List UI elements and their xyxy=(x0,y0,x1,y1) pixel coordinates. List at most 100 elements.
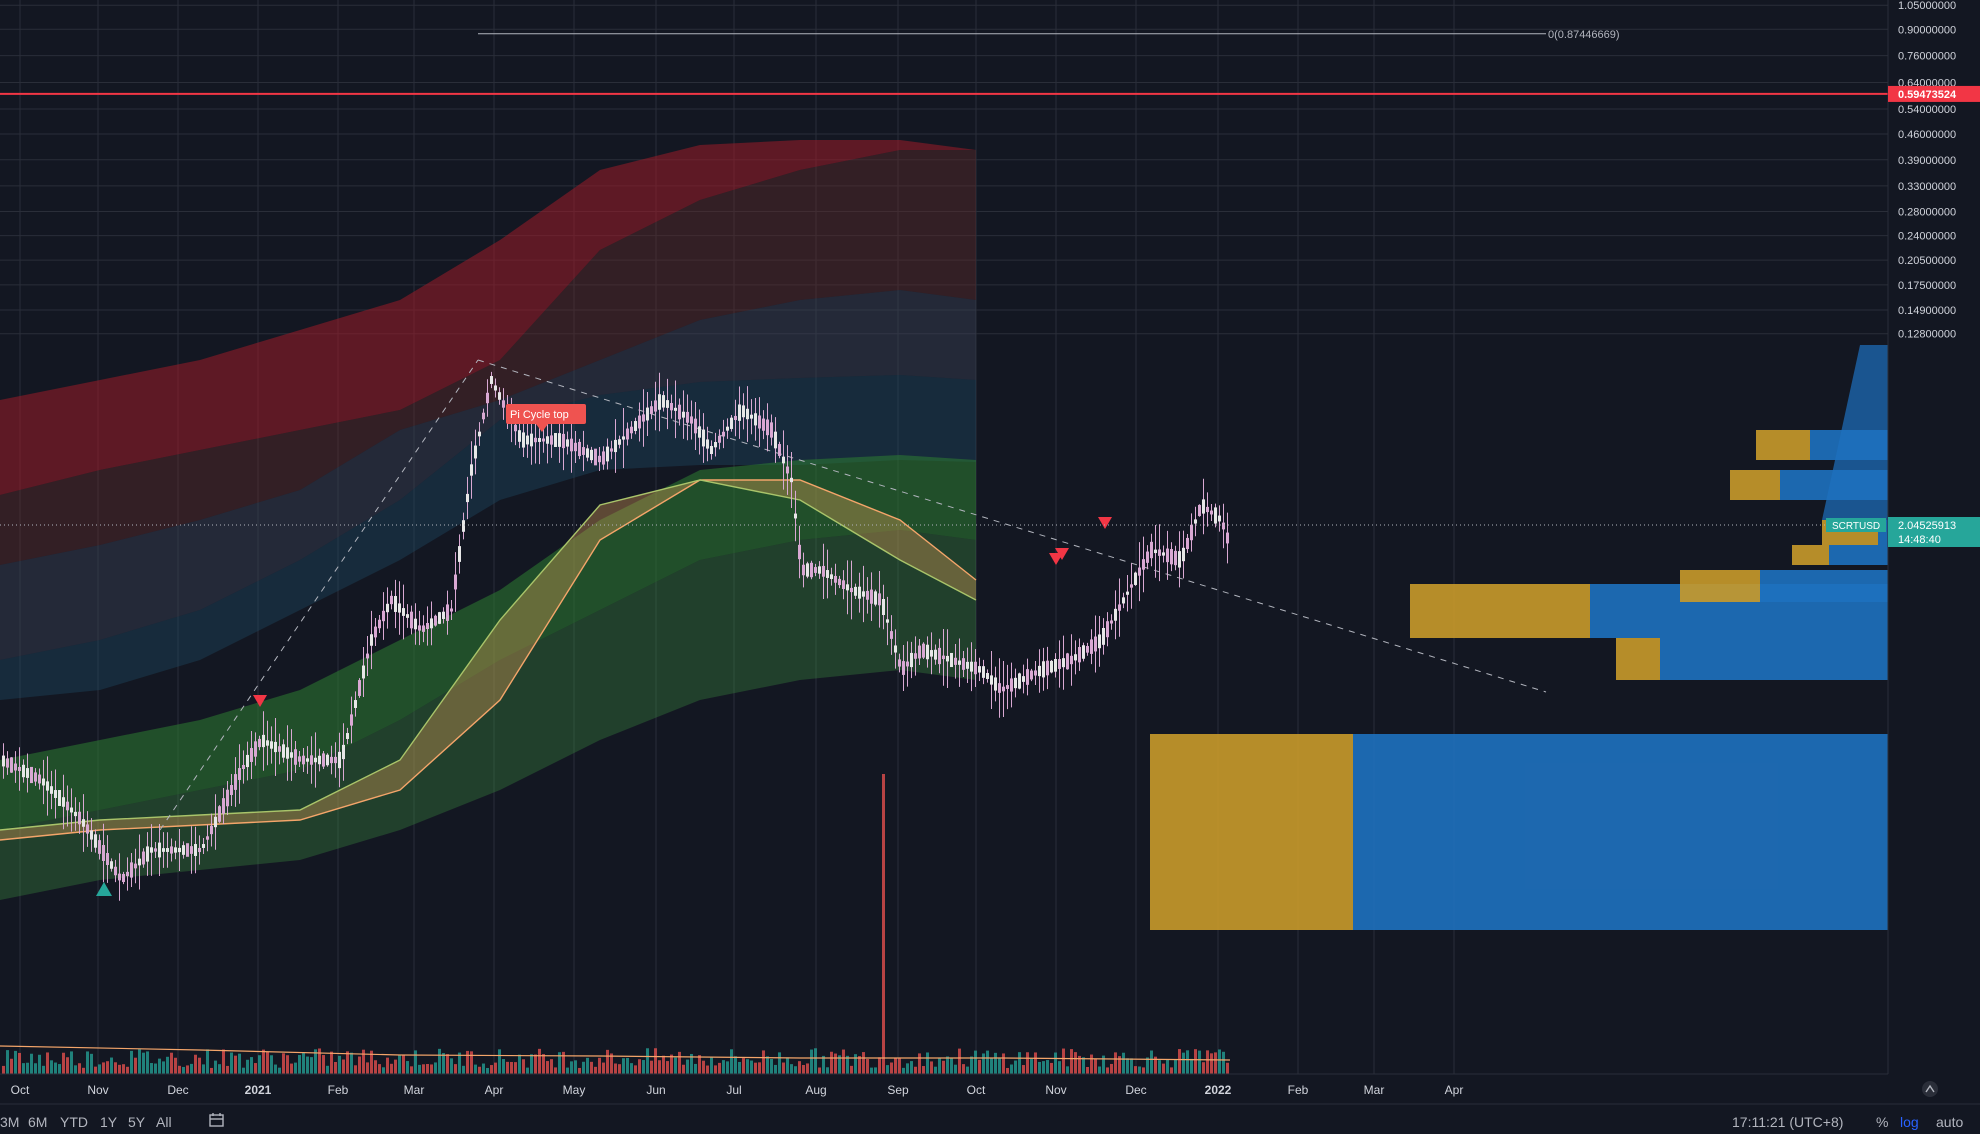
candle-body xyxy=(182,845,185,855)
candle-body xyxy=(738,404,741,421)
volume-bar xyxy=(290,1063,293,1074)
calendar-range-icon[interactable] xyxy=(208,1112,226,1131)
volume-bar xyxy=(950,1057,953,1074)
volume-bar xyxy=(218,1064,221,1074)
chevron-up-icon[interactable] xyxy=(1922,1081,1938,1097)
volume-bar xyxy=(1078,1055,1081,1074)
candle-body xyxy=(950,652,953,668)
volume-bar xyxy=(274,1064,277,1074)
profile-sell-bar xyxy=(1756,430,1810,460)
range-5y-button[interactable]: 5Y xyxy=(128,1114,146,1130)
candle-body xyxy=(874,591,877,605)
volume-bar xyxy=(830,1051,833,1074)
range-ytd-button[interactable]: YTD xyxy=(60,1114,88,1130)
candle-body xyxy=(478,431,481,437)
percent-scale-button[interactable]: % xyxy=(1876,1114,1889,1130)
volume-bar xyxy=(858,1056,861,1074)
candle-body xyxy=(954,657,957,665)
candle-body xyxy=(862,591,865,597)
candle-body xyxy=(658,394,661,410)
range-6m-button[interactable]: 6M xyxy=(28,1114,48,1130)
profile-sell-bar xyxy=(1150,734,1353,930)
volume-bar xyxy=(242,1067,245,1074)
candle-body xyxy=(666,400,669,408)
candle-body xyxy=(598,455,601,463)
range-all-button[interactable]: All xyxy=(156,1114,172,1130)
volume-bar xyxy=(874,1067,877,1074)
candle-body xyxy=(1222,522,1225,530)
candle-body xyxy=(1022,676,1025,682)
volume-bar xyxy=(6,1050,9,1074)
candle-body xyxy=(190,846,193,854)
candle-body xyxy=(698,426,701,438)
volume-bar xyxy=(110,1057,113,1074)
volume-bar xyxy=(414,1050,417,1074)
volume-bar xyxy=(810,1049,813,1074)
volume-bar xyxy=(542,1054,545,1074)
volume-bar xyxy=(146,1051,149,1074)
candle-body xyxy=(1218,515,1221,522)
candle-body xyxy=(110,861,113,869)
candle-body xyxy=(1214,507,1217,524)
up-arrow-signal xyxy=(96,882,112,896)
candle-body xyxy=(258,738,261,748)
log-scale-button[interactable]: log xyxy=(1900,1114,1919,1130)
volume-bar xyxy=(802,1065,805,1074)
volume-bar xyxy=(822,1055,825,1074)
candle-body xyxy=(322,753,325,767)
last-price-label: 2.04525913 xyxy=(1898,520,1956,532)
volume-bar xyxy=(898,1058,901,1074)
candle-body xyxy=(850,587,853,593)
candle-body xyxy=(490,376,493,384)
candle-body xyxy=(762,418,765,431)
volume-bar xyxy=(918,1053,921,1074)
volume-bar xyxy=(674,1057,677,1074)
time-axis-label: Jul xyxy=(726,1083,741,1097)
volume-bar xyxy=(434,1062,437,1074)
candle-body xyxy=(78,811,81,825)
candle-body xyxy=(1058,659,1061,669)
volume-bar xyxy=(150,1063,153,1074)
volume-bar xyxy=(174,1057,177,1074)
volume-bar xyxy=(1162,1063,1165,1074)
volume-bar xyxy=(90,1053,93,1074)
candle-body xyxy=(682,411,685,418)
candle-body xyxy=(922,643,925,658)
volume-bar xyxy=(38,1054,41,1074)
candle-body xyxy=(806,563,809,577)
volume-bar xyxy=(430,1064,433,1074)
volume-bar xyxy=(906,1063,909,1074)
range-1y-button[interactable]: 1Y xyxy=(100,1114,118,1130)
volume-bar xyxy=(662,1055,665,1074)
volume-bar xyxy=(346,1051,349,1074)
volume-bar xyxy=(866,1058,869,1074)
candle-body xyxy=(282,744,285,758)
candle-body xyxy=(614,439,617,453)
candle-body xyxy=(466,493,469,503)
candle-body xyxy=(566,439,569,447)
candle-body xyxy=(1106,621,1109,638)
volume-bar xyxy=(358,1056,361,1074)
candle-body xyxy=(122,873,125,883)
volume-bar xyxy=(1030,1058,1033,1074)
time-axis-label: Nov xyxy=(87,1083,108,1097)
volume-bar xyxy=(934,1066,937,1074)
volume-bar xyxy=(1174,1059,1177,1074)
auto-scale-button[interactable]: auto xyxy=(1936,1114,1964,1130)
candle-body xyxy=(822,565,825,577)
volume-bar xyxy=(250,1057,253,1074)
candle-body xyxy=(758,415,761,429)
candle-body xyxy=(958,660,961,665)
range-3m-button[interactable]: 3M xyxy=(0,1114,20,1130)
volume-bar xyxy=(50,1060,53,1074)
candle-body xyxy=(270,741,273,749)
candle-body xyxy=(1130,584,1133,588)
candle-body xyxy=(394,596,397,612)
volume-bar xyxy=(78,1063,81,1074)
candle-body xyxy=(174,847,177,853)
volume-bar xyxy=(294,1062,297,1074)
volume-bar xyxy=(598,1057,601,1074)
candle-body xyxy=(998,683,1001,693)
